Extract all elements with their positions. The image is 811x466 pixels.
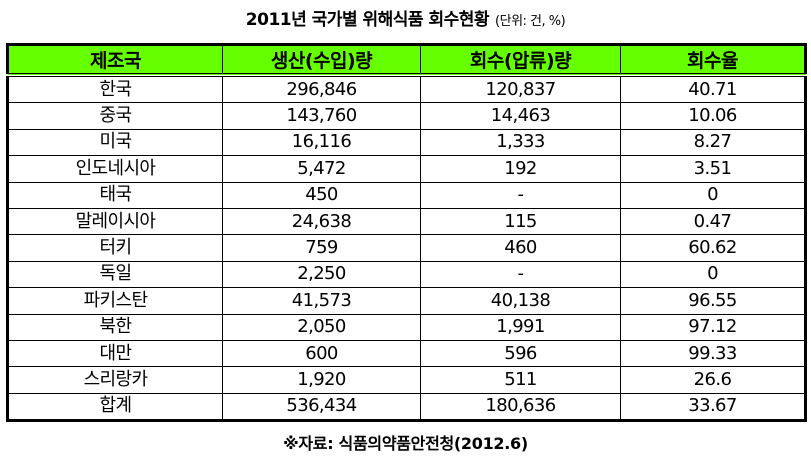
cell-production: 2,050 bbox=[222, 313, 421, 341]
cell-rate: 3.51 bbox=[620, 155, 806, 183]
cell-recalled: 460 bbox=[420, 234, 621, 262]
header-row: 제조국 생산(수입)량 회수(압류)량 회수율 bbox=[7, 44, 806, 77]
cell-recalled: 1,991 bbox=[420, 313, 621, 341]
table-row: 터키 759 460 60.62 bbox=[7, 234, 806, 262]
table-row: 대만 600 596 99.33 bbox=[7, 339, 806, 368]
cell-production: 536,434 bbox=[222, 392, 421, 422]
cell-country: 말레이시아 bbox=[7, 207, 223, 236]
cell-production: 2,250 bbox=[222, 260, 421, 289]
cell-rate: 10.06 bbox=[620, 102, 806, 130]
cell-country: 인도네시아 bbox=[7, 155, 223, 183]
cell-recalled: 596 bbox=[420, 339, 621, 368]
cell-production: 143,760 bbox=[222, 102, 421, 130]
source-note: ※자료: 식품의약품안전청(2012.6) bbox=[283, 434, 528, 453]
title-text: 2011년 국가별 위해식품 회수현황 bbox=[245, 10, 490, 30]
column-header-country: 제조국 bbox=[7, 44, 223, 77]
table-row: 한국 296,846 120,837 40.71 bbox=[7, 74, 806, 104]
table-row: 인도네시아 5,472 192 3.51 bbox=[7, 155, 806, 183]
table-row: 북한 2,050 1,991 97.12 bbox=[7, 313, 806, 341]
cell-production: 41,573 bbox=[222, 287, 421, 315]
table-row: 파키스탄 41,573 40,138 96.55 bbox=[7, 287, 806, 315]
cell-country: 중국 bbox=[7, 102, 223, 130]
total-row: 합계 536,434 180,636 33.67 bbox=[7, 392, 806, 422]
cell-production: 759 bbox=[222, 234, 421, 262]
unit-label: (단위: 건, %) bbox=[495, 14, 566, 29]
table-row: 중국 143,760 14,463 10.06 bbox=[7, 102, 806, 130]
cell-rate: 99.33 bbox=[620, 339, 806, 368]
cell-country: 스리랑카 bbox=[7, 366, 223, 394]
column-header-rate: 회수율 bbox=[620, 44, 806, 77]
cell-recalled: 115 bbox=[420, 207, 621, 236]
cell-recalled: 120,837 bbox=[420, 74, 621, 104]
cell-production: 16,116 bbox=[222, 128, 421, 157]
cell-recalled: 180,636 bbox=[420, 392, 621, 422]
cell-recalled: - bbox=[420, 260, 621, 289]
table-title: 2011년 국가별 위해식품 회수현황 (단위: 건, %) bbox=[0, 5, 811, 30]
table-row: 스리랑카 1,920 511 26.6 bbox=[7, 366, 806, 394]
cell-production: 600 bbox=[222, 339, 421, 368]
cell-rate: 26.6 bbox=[620, 366, 806, 394]
cell-recalled: 1,333 bbox=[420, 128, 621, 157]
cell-recalled: 40,138 bbox=[420, 287, 621, 315]
cell-production: 450 bbox=[222, 181, 421, 209]
cell-country: 파키스탄 bbox=[7, 287, 223, 315]
table-row: 독일 2,250 - 0 bbox=[7, 260, 806, 289]
table-row: 태국 450 - 0 bbox=[7, 181, 806, 209]
cell-recalled: 192 bbox=[420, 155, 621, 183]
cell-country: 터키 bbox=[7, 234, 223, 262]
cell-rate: 8.27 bbox=[620, 128, 806, 157]
recall-table: 제조국 생산(수입)량 회수(압류)량 회수율 한국 296,846 120,8… bbox=[6, 43, 807, 423]
cell-rate: 0 bbox=[620, 260, 806, 289]
cell-rate: 0.47 bbox=[620, 207, 806, 236]
cell-rate: 60.62 bbox=[620, 234, 806, 262]
table-row: 말레이시아 24,638 115 0.47 bbox=[7, 207, 806, 236]
cell-recalled: - bbox=[420, 181, 621, 209]
cell-country: 태국 bbox=[7, 181, 223, 209]
cell-production: 24,638 bbox=[222, 207, 421, 236]
cell-production: 1,920 bbox=[222, 366, 421, 394]
cell-country: 독일 bbox=[7, 260, 223, 289]
column-header-production: 생산(수입)량 bbox=[222, 44, 421, 77]
table-row: 미국 16,116 1,333 8.27 bbox=[7, 128, 806, 157]
cell-production: 5,472 bbox=[222, 155, 421, 183]
cell-recalled: 511 bbox=[420, 366, 621, 394]
cell-rate: 97.12 bbox=[620, 313, 806, 341]
cell-rate: 40.71 bbox=[620, 74, 806, 104]
cell-country: 북한 bbox=[7, 313, 223, 341]
cell-country: 대만 bbox=[7, 339, 223, 368]
cell-recalled: 14,463 bbox=[420, 102, 621, 130]
cell-country: 한국 bbox=[7, 74, 223, 104]
cell-country: 합계 bbox=[7, 392, 223, 422]
column-header-recalled: 회수(압류)량 bbox=[420, 44, 621, 77]
cell-rate: 33.67 bbox=[620, 392, 806, 422]
cell-country: 미국 bbox=[7, 128, 223, 157]
cell-rate: 96.55 bbox=[620, 287, 806, 315]
cell-production: 296,846 bbox=[222, 74, 421, 104]
cell-rate: 0 bbox=[620, 181, 806, 209]
